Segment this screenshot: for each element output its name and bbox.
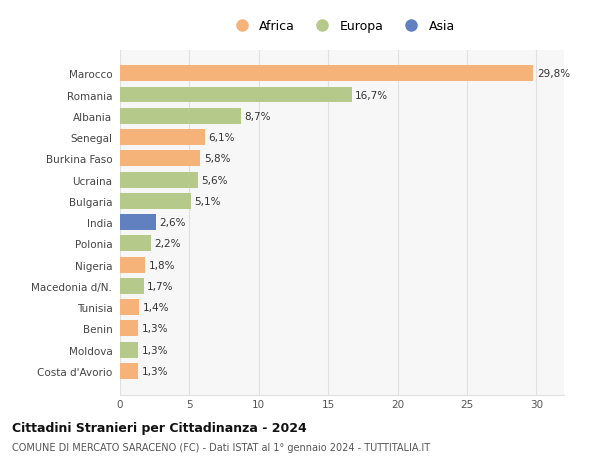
Bar bbox=[120, 130, 205, 146]
Bar bbox=[120, 66, 533, 82]
Bar bbox=[120, 278, 143, 294]
Text: 6,1%: 6,1% bbox=[208, 133, 235, 143]
Bar bbox=[120, 215, 156, 230]
Text: 2,6%: 2,6% bbox=[160, 218, 186, 228]
Text: COMUNE DI MERCATO SARACENO (FC) - Dati ISTAT al 1° gennaio 2024 - TUTTITALIA.IT: COMUNE DI MERCATO SARACENO (FC) - Dati I… bbox=[12, 442, 430, 452]
Text: 29,8%: 29,8% bbox=[537, 69, 570, 79]
Text: 1,8%: 1,8% bbox=[148, 260, 175, 270]
Text: 5,1%: 5,1% bbox=[194, 196, 221, 207]
Text: 2,2%: 2,2% bbox=[154, 239, 181, 249]
Text: 1,3%: 1,3% bbox=[142, 345, 168, 355]
Text: 5,6%: 5,6% bbox=[201, 175, 227, 185]
Text: 5,8%: 5,8% bbox=[204, 154, 230, 164]
Text: 1,7%: 1,7% bbox=[147, 281, 173, 291]
Bar bbox=[120, 257, 145, 273]
Bar bbox=[120, 363, 138, 379]
Legend: Africa, Europa, Asia: Africa, Europa, Asia bbox=[224, 16, 460, 39]
Text: Cittadini Stranieri per Cittadinanza - 2024: Cittadini Stranieri per Cittadinanza - 2… bbox=[12, 421, 307, 434]
Bar bbox=[120, 321, 138, 336]
Text: 16,7%: 16,7% bbox=[355, 90, 388, 101]
Bar bbox=[120, 193, 191, 209]
Bar bbox=[120, 151, 200, 167]
Text: 1,3%: 1,3% bbox=[142, 366, 168, 376]
Text: 1,4%: 1,4% bbox=[143, 302, 169, 313]
Text: 1,3%: 1,3% bbox=[142, 324, 168, 334]
Bar bbox=[120, 342, 138, 358]
Bar bbox=[120, 300, 139, 315]
Text: 8,7%: 8,7% bbox=[244, 112, 271, 122]
Bar bbox=[120, 109, 241, 124]
Bar bbox=[120, 87, 352, 103]
Bar bbox=[120, 172, 198, 188]
Bar bbox=[120, 236, 151, 252]
